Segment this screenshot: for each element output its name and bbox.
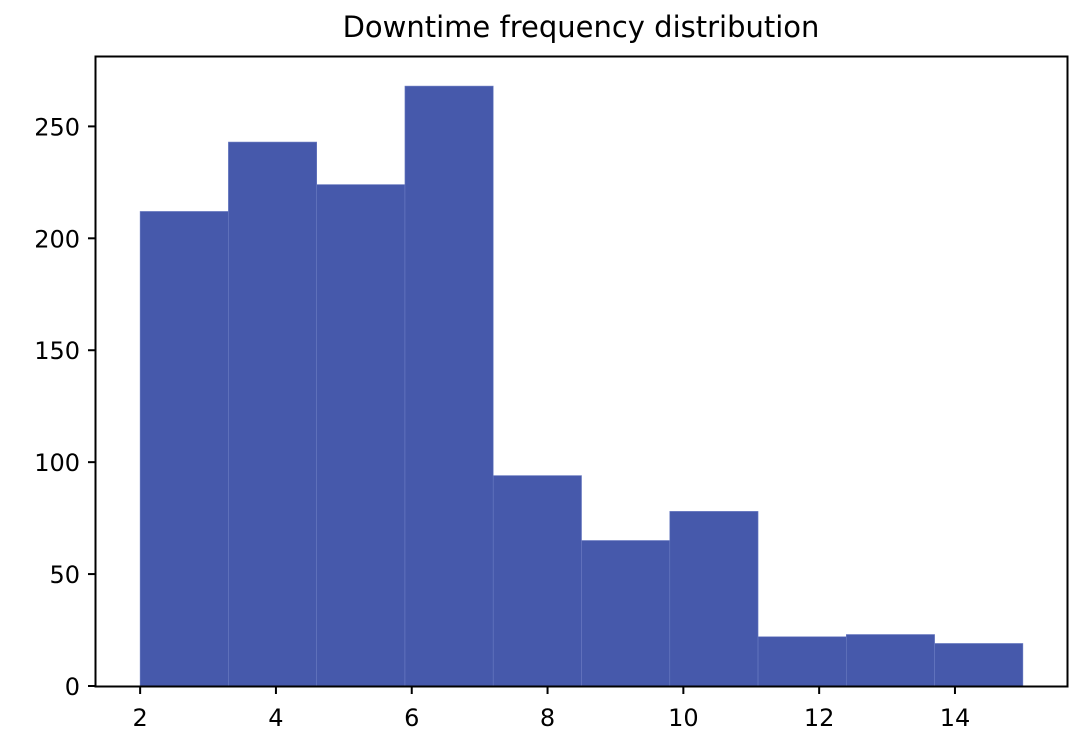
histogram-bar [404,85,494,687]
x-tick-label: 8 [540,704,555,732]
y-tick-label: 100 [34,449,80,477]
x-tick-label: 14 [940,704,971,732]
plot-frame [94,55,1069,688]
x-axis-ticks: 2 4 6 8 10 12 14 [132,686,970,732]
x-tick-label: 2 [132,704,147,732]
histogram-bar [669,511,759,687]
y-tick-label: 200 [34,225,80,253]
x-tick-label: 12 [804,704,835,732]
x-tick-label: 6 [404,704,419,732]
histogram-bar [846,634,935,687]
y-tick-label: 250 [34,113,80,141]
histogram-bar [316,184,406,687]
histogram-bar [492,475,582,687]
bars-group [139,85,1024,687]
histogram-bar [139,211,229,687]
chart-title: Downtime frequency distribution [343,10,820,44]
x-tick-label: 4 [268,704,283,732]
x-tick-label: 10 [668,704,699,732]
histogram-bar [228,141,317,687]
histogram-bar [757,636,847,687]
y-tick-label: 50 [49,561,80,589]
y-tick-label: 150 [34,337,80,365]
y-tick-label: 0 [65,673,80,701]
histogram-bar [934,643,1024,687]
y-axis-ticks: 0 50 100 150 200 250 [34,113,96,701]
histogram-bar [581,540,671,687]
